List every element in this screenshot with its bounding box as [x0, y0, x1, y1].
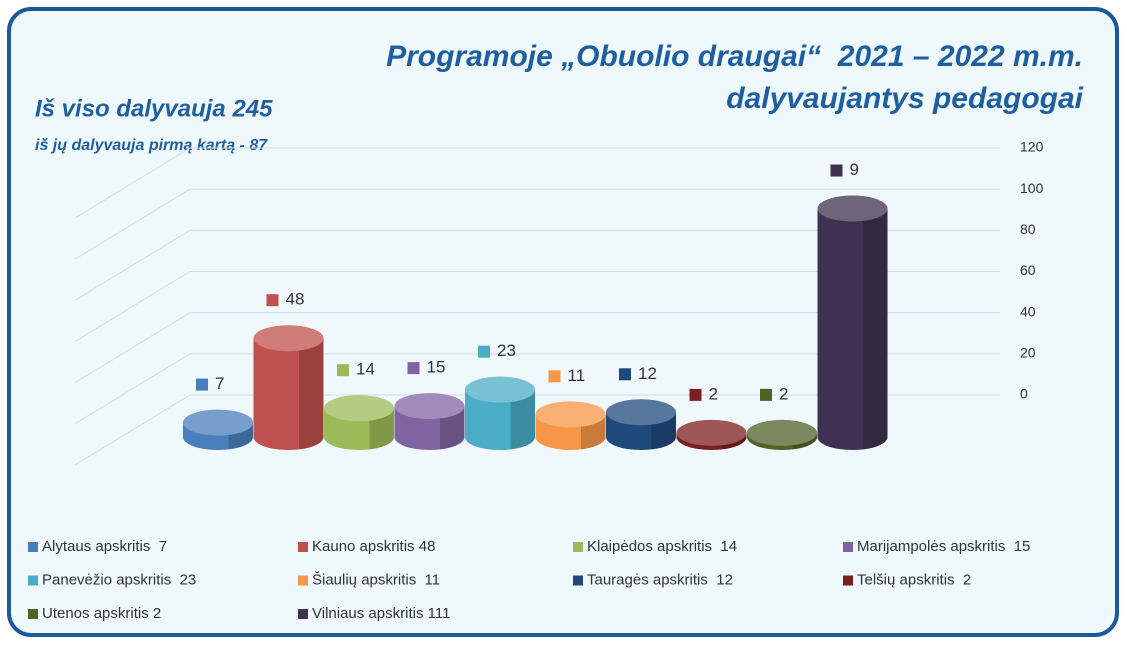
cylinder-top	[324, 395, 394, 422]
data-label: 15	[427, 358, 446, 377]
legend-key	[298, 575, 308, 586]
cylinder-top-shine	[817, 195, 888, 222]
data-label-key	[266, 294, 279, 307]
legend-label: Kauno apskritis 48	[312, 538, 435, 555]
y-tick-label: 40	[1020, 303, 1036, 319]
data-label-key	[830, 164, 843, 177]
grid-line	[74, 188, 1000, 260]
data-label: 14	[356, 360, 375, 379]
data-label-key	[619, 368, 631, 381]
data-label-key	[689, 388, 702, 401]
y-tick-label: 0	[1020, 386, 1028, 402]
data-label-key	[196, 378, 208, 391]
y-tick-label: 80	[1020, 221, 1036, 237]
cylinder-top	[253, 325, 324, 352]
cylinder	[465, 389, 535, 450]
annotation: iš jų dalyvauja pirmą kartą - 87	[35, 137, 268, 154]
legend-label: Alytaus apskritis 7	[42, 538, 167, 555]
cylinder-top-shine	[535, 401, 606, 428]
cylinder-top-shine	[324, 395, 394, 422]
cylinder-shade	[863, 208, 888, 450]
data-label: 7	[215, 374, 224, 393]
data-label-key	[337, 364, 349, 377]
y-tick-label: 60	[1020, 262, 1036, 278]
cylinder-top	[394, 393, 465, 420]
cylinder	[817, 208, 888, 451]
data-label: 48	[286, 290, 305, 309]
cylinder-top	[747, 419, 817, 446]
cylinder-top-shine	[183, 409, 253, 436]
legend-label: Marijampolės apskritis 15	[857, 538, 1030, 555]
legend-label: Klaipėdos apskritis 14	[587, 538, 737, 555]
data-label: 9	[850, 160, 859, 179]
grid-line	[74, 312, 1000, 384]
cylinder-top	[606, 399, 676, 426]
grid-line	[74, 353, 1000, 425]
chart-title: Programoje „Obuolio draugai“ 2021 – 2022…	[386, 40, 1083, 73]
annotation: Iš viso dalyvauja 245	[35, 95, 273, 122]
cylinder-top	[676, 419, 747, 446]
data-label: 2	[779, 384, 788, 403]
legend-label: Vilniaus apskritis 111	[312, 605, 450, 622]
grid-line	[74, 394, 1000, 466]
legend-key	[298, 609, 308, 619]
legend-label: Tauragės apskritis 12	[587, 571, 733, 588]
legend-key	[573, 575, 583, 586]
legend-key	[298, 542, 308, 552]
cylinder-top-shine	[394, 393, 465, 420]
legend-key	[843, 542, 853, 552]
legend-label: Šiaulių apskritis 11	[312, 571, 440, 588]
y-tick-label: 100	[1020, 180, 1044, 196]
data-label-key	[407, 362, 420, 375]
y-tick-label: 120	[1020, 139, 1044, 155]
legend-key	[28, 609, 38, 619]
grid-line	[74, 271, 1000, 342]
y-tick-label: 20	[1020, 345, 1036, 361]
cylinder-top	[183, 409, 253, 436]
cylinder-top-shine	[465, 376, 535, 403]
data-label: 23	[497, 341, 516, 360]
data-label: 2	[709, 384, 718, 403]
cylinder-top	[535, 401, 606, 428]
legend-key	[28, 575, 38, 586]
legend-label: Utenos apskritis 2	[42, 605, 161, 622]
chart-subtitle: dalyvaujantys pedagogai	[726, 82, 1083, 115]
grid-line	[74, 229, 1000, 301]
cylinder-shade	[299, 338, 324, 450]
legend-key	[28, 542, 38, 552]
grid-line	[74, 147, 1000, 219]
cylinder-top	[465, 376, 535, 403]
cylinder-top-shine	[253, 325, 324, 352]
data-label: 11	[568, 366, 586, 385]
legend-key	[573, 542, 583, 552]
cylinder-top	[817, 195, 888, 222]
data-label-key	[760, 388, 772, 401]
legend-label: Telšių apskritis 2	[857, 571, 971, 588]
legend-key	[843, 575, 853, 586]
cylinder-top-shine	[676, 419, 747, 446]
legend-label: Panevėžio apskritis 23	[42, 571, 196, 588]
data-label: 12	[638, 364, 657, 383]
cylinder	[253, 338, 324, 451]
data-label-key	[548, 370, 561, 383]
cylinder-shade	[510, 389, 535, 450]
data-label-key	[478, 345, 490, 358]
cylinder-top-shine	[747, 419, 817, 446]
cylinder-top-shine	[606, 399, 676, 426]
